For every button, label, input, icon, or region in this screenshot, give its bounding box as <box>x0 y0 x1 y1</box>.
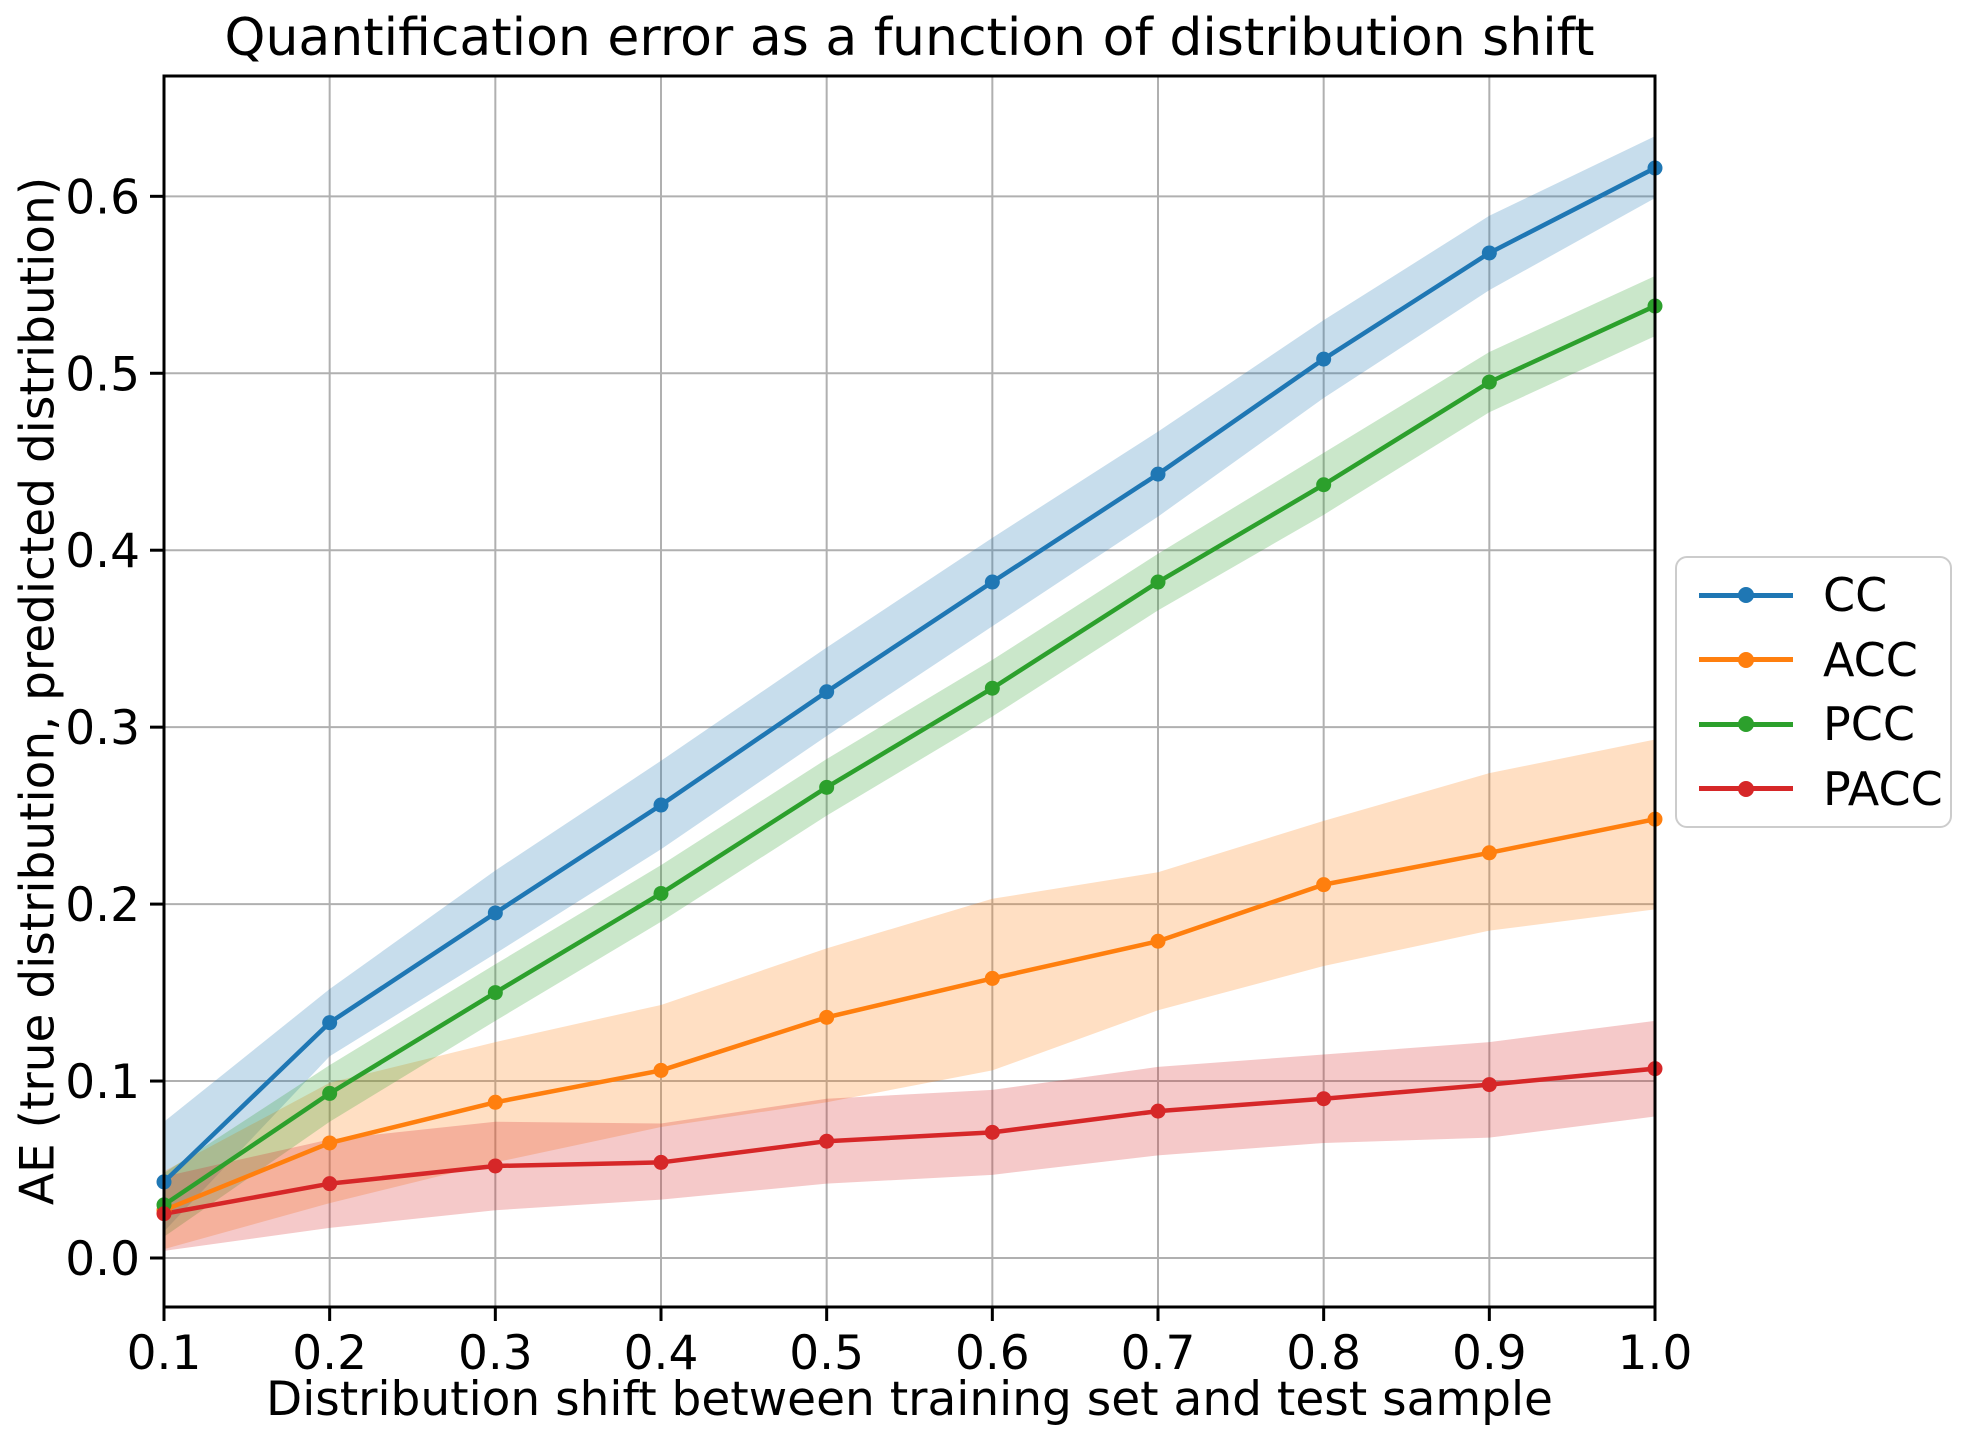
legend-label: CC <box>1823 568 1888 623</box>
data-point-cc <box>819 684 835 700</box>
legend-line-swatch <box>1699 587 1793 604</box>
data-point-acc <box>1316 877 1332 893</box>
data-point-cc <box>984 574 1000 590</box>
series-line-pacc <box>161 1066 1658 1217</box>
data-point-acc <box>322 1135 338 1151</box>
data-point-acc <box>1481 845 1497 861</box>
data-point-pacc <box>322 1176 338 1192</box>
legend-line-swatch <box>1699 716 1793 733</box>
x-axis-label: Distribution shift between training set … <box>266 1372 1553 1427</box>
series-line-acc <box>161 816 1658 1213</box>
confidence-band-cc <box>164 136 1655 1232</box>
y-axis-label: AE (true distribution, predicted distrib… <box>10 176 66 1206</box>
data-point-pacc <box>1316 1091 1332 1107</box>
y-tick-label: 0.1 <box>65 1055 140 1110</box>
legend-line-swatch <box>1699 780 1793 797</box>
legend: CC ACC PCC PACC <box>1675 556 1952 828</box>
legend-marker-dot <box>1738 716 1754 733</box>
data-point-cc <box>653 797 669 813</box>
confidence-band-pcc <box>164 275 1655 1237</box>
x-tick-label: 0.2 <box>292 1326 367 1381</box>
data-point-acc <box>1150 933 1166 949</box>
x-tick-label: 0.8 <box>1286 1326 1361 1381</box>
x-tick-label: 0.1 <box>127 1326 202 1381</box>
legend-label: PACC <box>1823 761 1943 816</box>
y-tick-label: 0.4 <box>65 524 140 579</box>
y-tick-label: 0.3 <box>65 701 140 756</box>
data-point-pcc <box>322 1085 338 1101</box>
data-point-acc <box>984 970 1000 986</box>
x-tick-label: 0.4 <box>624 1326 699 1381</box>
data-point-pcc <box>1316 477 1332 493</box>
data-point-pcc <box>819 779 835 795</box>
confidence-band-acc <box>164 739 1655 1250</box>
plot-border <box>162 74 1657 1309</box>
data-point-pcc <box>1481 374 1497 390</box>
y-tick-label: 0.0 <box>65 1232 140 1287</box>
series-line-cc <box>161 165 1658 1185</box>
data-point-pcc <box>1150 574 1166 590</box>
chart-title: Quantification error as a function of di… <box>224 8 1595 68</box>
legend-label: ACC <box>1823 632 1918 687</box>
legend-marker-dot <box>1738 780 1754 797</box>
x-tick-label: 0.5 <box>789 1326 864 1381</box>
series-line-pcc <box>161 303 1658 1208</box>
y-tick-label: 0.2 <box>65 878 140 933</box>
x-tick-label: 0.6 <box>955 1326 1030 1381</box>
data-point-cc <box>1150 466 1166 482</box>
legend-line-swatch <box>1699 651 1793 668</box>
data-point-pacc <box>1481 1077 1497 1093</box>
legend-entry-pcc: PCC <box>1699 697 1950 751</box>
data-point-pacc <box>1150 1103 1166 1119</box>
y-tick-label: 0.5 <box>65 347 140 402</box>
legend-entry-acc: ACC <box>1699 633 1950 687</box>
data-point-pacc <box>653 1154 669 1170</box>
data-point-pacc <box>984 1124 1000 1140</box>
x-tick-label: 0.7 <box>1121 1326 1196 1381</box>
x-tick-label: 0.9 <box>1452 1326 1527 1381</box>
data-point-cc <box>1316 351 1332 367</box>
x-tick-label: 1.0 <box>1618 1326 1693 1381</box>
data-point-acc <box>653 1062 669 1078</box>
data-point-cc <box>322 1015 338 1031</box>
data-point-acc <box>487 1094 503 1110</box>
data-point-pcc <box>653 885 669 901</box>
legend-marker-dot <box>1738 587 1754 604</box>
data-point-pacc <box>819 1133 835 1149</box>
legend-entry-pacc: PACC <box>1699 762 1950 816</box>
x-tick-label: 0.3 <box>458 1326 533 1381</box>
y-tick-label: 0.6 <box>65 170 140 225</box>
legend-entry-cc: CC <box>1699 568 1950 622</box>
data-point-pcc <box>984 680 1000 696</box>
data-point-cc <box>1481 245 1497 261</box>
data-point-acc <box>819 1009 835 1025</box>
legend-label: PCC <box>1823 697 1915 752</box>
data-point-cc <box>487 905 503 921</box>
data-point-pcc <box>487 985 503 1001</box>
legend-marker-dot <box>1738 651 1754 668</box>
data-point-pacc <box>487 1158 503 1174</box>
